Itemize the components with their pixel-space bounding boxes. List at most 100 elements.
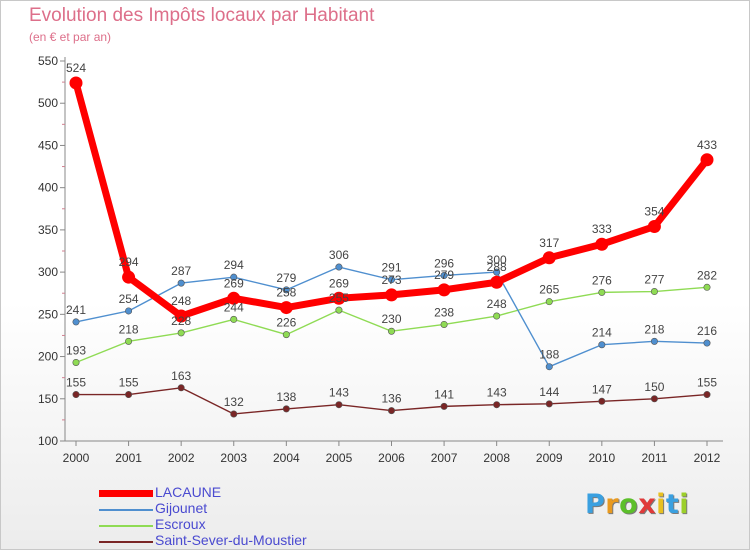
data-point bbox=[282, 331, 290, 339]
data-label: 214 bbox=[592, 326, 612, 340]
data-point bbox=[335, 263, 343, 271]
x-tick-label: 2011 bbox=[642, 451, 668, 465]
data-point bbox=[545, 400, 553, 408]
data-label: 216 bbox=[697, 324, 717, 338]
x-tick-label: 2000 bbox=[63, 451, 90, 465]
data-label: 282 bbox=[697, 268, 717, 282]
data-label: 273 bbox=[381, 273, 401, 287]
legend-swatch-lacaune bbox=[99, 490, 153, 497]
data-label: 230 bbox=[381, 312, 401, 326]
data-label: 254 bbox=[119, 292, 139, 306]
data-label: 294 bbox=[119, 255, 139, 269]
data-point bbox=[335, 306, 343, 314]
x-tick-label: 2006 bbox=[378, 451, 405, 465]
data-point bbox=[282, 405, 290, 413]
data-point bbox=[545, 363, 553, 371]
data-point bbox=[230, 273, 238, 281]
data-label: 294 bbox=[224, 258, 244, 272]
data-label: 143 bbox=[329, 386, 349, 400]
data-label: 193 bbox=[66, 343, 86, 357]
data-label: 277 bbox=[644, 273, 664, 287]
data-label: 136 bbox=[381, 392, 401, 406]
y-tick-label: 250 bbox=[38, 307, 58, 321]
data-point bbox=[387, 327, 395, 335]
data-label: 279 bbox=[276, 271, 296, 285]
data-point bbox=[387, 276, 395, 284]
data-point bbox=[703, 339, 711, 347]
data-point bbox=[332, 291, 346, 305]
chart-subtitle: (en € et par an) bbox=[29, 30, 112, 44]
logo-letter: P bbox=[585, 489, 606, 520]
proxiti-logo: Proxiti bbox=[585, 489, 689, 520]
data-point bbox=[282, 286, 290, 294]
data-label: 276 bbox=[592, 273, 612, 287]
data-point bbox=[493, 401, 501, 409]
data-point bbox=[493, 268, 501, 276]
data-point bbox=[335, 401, 343, 409]
data-label: 155 bbox=[697, 376, 717, 390]
y-tick-label: 450 bbox=[38, 138, 58, 152]
data-label: 132 bbox=[224, 395, 244, 409]
legend-item-escroux[interactable]: Escroux bbox=[99, 516, 399, 533]
y-tick-label: 200 bbox=[38, 350, 58, 364]
data-point bbox=[174, 309, 188, 323]
data-label: 269 bbox=[329, 276, 349, 290]
data-point bbox=[595, 237, 609, 251]
chart-title: Evolution des Impôts locaux par Habitant bbox=[29, 5, 375, 26]
legend-item-lacaune[interactable]: LACAUNE bbox=[99, 484, 399, 501]
data-label: 265 bbox=[539, 283, 559, 297]
data-label: 306 bbox=[329, 248, 349, 262]
data-label: 143 bbox=[487, 386, 507, 400]
legend-item-saint-sever[interactable]: Saint-Sever-du-Moustier bbox=[99, 532, 399, 549]
data-point bbox=[177, 279, 185, 287]
data-point bbox=[650, 337, 658, 345]
data-point bbox=[230, 315, 238, 323]
data-label: 150 bbox=[644, 380, 664, 394]
x-tick-label: 2005 bbox=[326, 451, 353, 465]
data-point bbox=[72, 391, 80, 399]
data-point bbox=[125, 391, 133, 399]
data-label: 238 bbox=[434, 305, 454, 319]
data-label: 300 bbox=[487, 253, 507, 267]
data-point bbox=[69, 76, 83, 90]
data-label: 524 bbox=[66, 61, 86, 75]
y-tick-label: 300 bbox=[38, 265, 58, 279]
data-point bbox=[650, 395, 658, 403]
data-label: 155 bbox=[66, 376, 86, 390]
y-tick-label: 150 bbox=[38, 392, 58, 406]
x-tick-label: 2004 bbox=[273, 451, 300, 465]
data-label: 188 bbox=[539, 348, 559, 362]
data-point bbox=[703, 283, 711, 291]
logo-letter: i bbox=[679, 489, 690, 520]
data-point bbox=[125, 337, 133, 345]
y-tick-label: 550 bbox=[38, 54, 58, 68]
data-label: 155 bbox=[119, 376, 139, 390]
data-point bbox=[598, 288, 606, 296]
data-label: 288 bbox=[487, 260, 507, 274]
data-label: 433 bbox=[697, 138, 717, 152]
y-tick-label: 350 bbox=[38, 223, 58, 237]
data-point bbox=[279, 301, 293, 315]
logo-letter: t bbox=[665, 489, 680, 520]
data-label: 248 bbox=[487, 297, 507, 311]
legend-item-gijounet[interactable]: Gijounet bbox=[99, 500, 399, 517]
data-label: 141 bbox=[434, 387, 454, 401]
data-label: 296 bbox=[434, 256, 454, 270]
data-label: 226 bbox=[276, 316, 296, 330]
data-point bbox=[385, 288, 398, 302]
x-tick-label: 2012 bbox=[694, 451, 721, 465]
legend-label: Saint-Sever-du-Moustier bbox=[155, 532, 307, 548]
data-point bbox=[598, 341, 606, 349]
data-point bbox=[490, 275, 504, 289]
legend-label: Escroux bbox=[155, 516, 206, 532]
x-tick-label: 2008 bbox=[483, 451, 510, 465]
data-point bbox=[177, 329, 185, 337]
data-label: 163 bbox=[171, 369, 191, 383]
data-point bbox=[647, 220, 661, 234]
x-tick-label: 2010 bbox=[588, 451, 615, 465]
data-point bbox=[125, 307, 133, 315]
data-label: 138 bbox=[276, 390, 296, 404]
data-point bbox=[703, 391, 711, 399]
data-label: 287 bbox=[171, 264, 191, 278]
data-point bbox=[545, 298, 553, 306]
